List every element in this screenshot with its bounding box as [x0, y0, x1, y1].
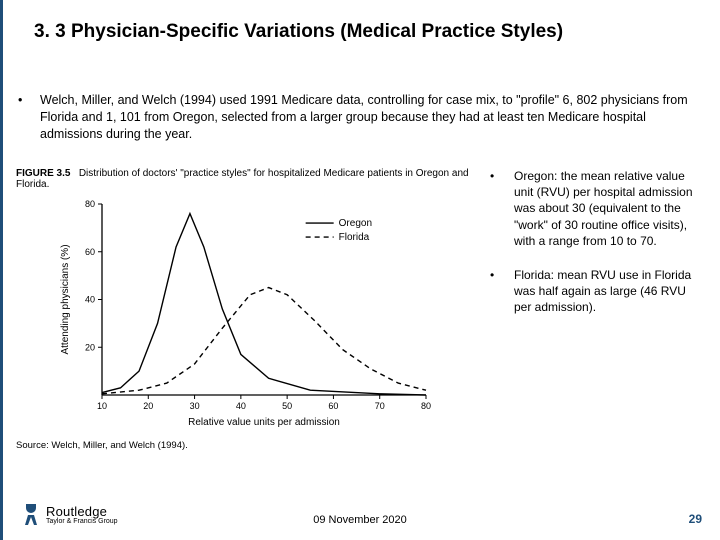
figure-caption-text: Distribution of doctors' "practice style…	[16, 168, 469, 190]
svg-text:Florida: Florida	[339, 232, 370, 243]
bullet-dot: •	[490, 267, 514, 316]
svg-text:20: 20	[143, 401, 153, 411]
svg-text:Attending physicians (%): Attending physicians (%)	[60, 244, 71, 354]
body-paragraph: Welch, Miller, and Welch (1994) used 199…	[40, 92, 706, 143]
svg-text:80: 80	[421, 401, 431, 411]
line-chart: 10 20 30 40 50 60 70 80 20 40 60 80 Relative value u…	[56, 196, 436, 431]
svg-text:70: 70	[375, 401, 385, 411]
page-number: 29	[689, 512, 702, 526]
bullet-dot: •	[490, 168, 514, 249]
bullet-dot: •	[18, 92, 40, 143]
svg-text:10: 10	[97, 401, 107, 411]
svg-text:Oregon: Oregon	[339, 218, 372, 229]
figure-source: Source: Welch, Miller, and Welch (1994).	[16, 440, 188, 451]
accent-bar	[0, 0, 3, 540]
chart-svg: 10 20 30 40 50 60 70 80 20 40 60 80 Relative value u…	[56, 196, 436, 431]
svg-text:40: 40	[236, 401, 246, 411]
side-note-text: Florida: mean RVU use in Florida was hal…	[514, 267, 706, 316]
side-note-oregon: • Oregon: the mean relative value unit (…	[490, 168, 706, 249]
svg-text:Relative value units per admis: Relative value units per admission	[188, 417, 340, 428]
slide-title: 3. 3 Physician-Specific Variations (Medi…	[34, 20, 684, 45]
body-bullet: • Welch, Miller, and Welch (1994) used 1…	[18, 92, 706, 143]
figure-area: FIGURE 3.5 Distribution of doctors' "pra…	[16, 168, 476, 431]
svg-text:40: 40	[85, 295, 95, 305]
figure-caption: FIGURE 3.5 Distribution of doctors' "pra…	[16, 168, 476, 190]
svg-text:50: 50	[282, 401, 292, 411]
figure-label: FIGURE 3.5	[16, 168, 70, 179]
svg-text:80: 80	[85, 199, 95, 209]
side-note-text: Oregon: the mean relative value unit (RV…	[514, 168, 706, 249]
svg-text:20: 20	[85, 342, 95, 352]
side-note-florida: • Florida: mean RVU use in Florida was h…	[490, 267, 706, 316]
side-notes: • Oregon: the mean relative value unit (…	[490, 168, 706, 334]
svg-text:60: 60	[85, 247, 95, 257]
footer-date: 09 November 2020	[0, 514, 720, 526]
svg-text:30: 30	[190, 401, 200, 411]
svg-text:60: 60	[328, 401, 338, 411]
